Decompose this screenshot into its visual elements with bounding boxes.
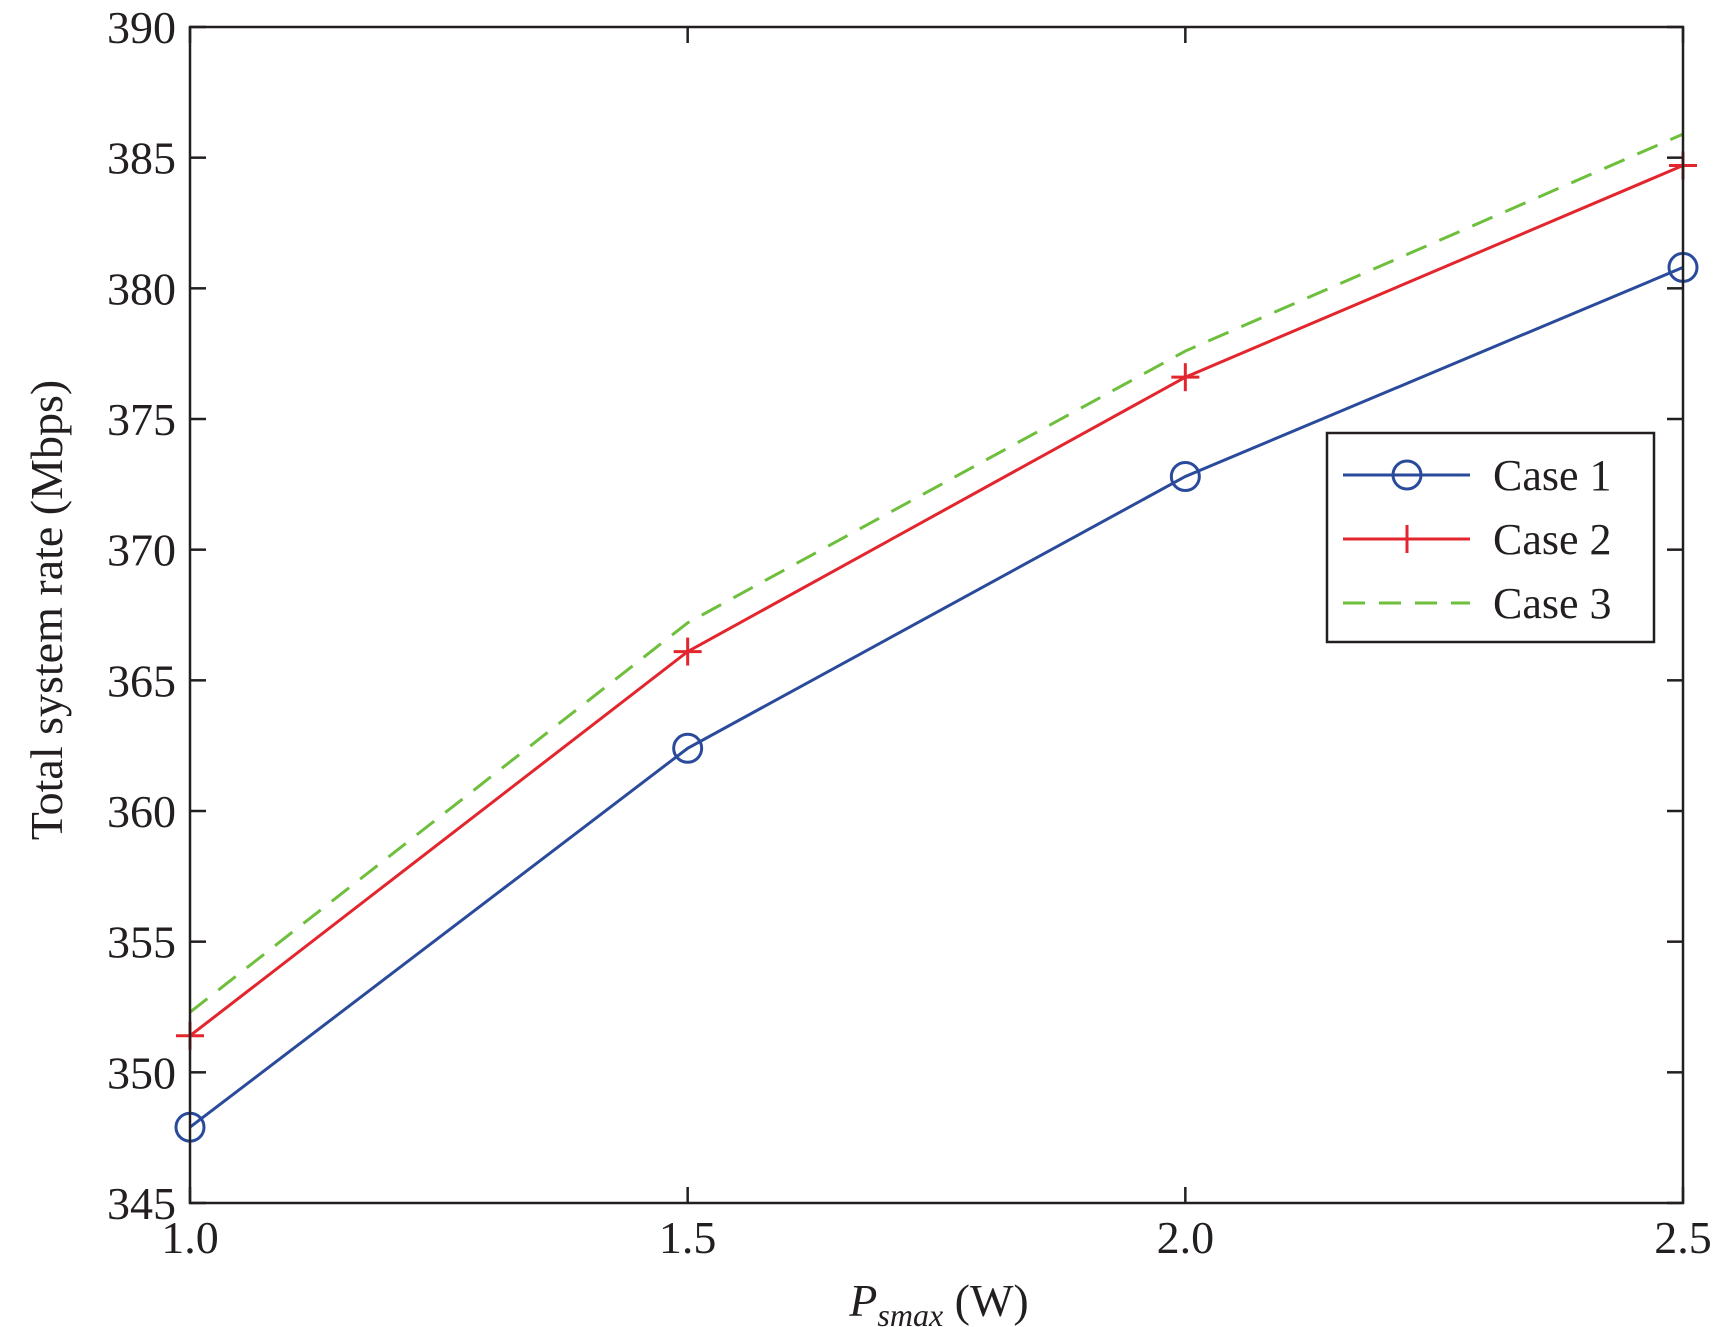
legend-item-case-3: Case 3 [1343, 579, 1612, 628]
x-axis-label-unit: (W) [943, 1275, 1029, 1326]
legend-label: Case 2 [1493, 515, 1612, 564]
series-line-case-2 [189, 164, 1684, 1037]
legend-label: Case 1 [1493, 451, 1612, 500]
data-point-case-2 [1171, 363, 1200, 392]
tick-layer: 1.0 1.5 2.0 2.5 345 350 355 360 365 370 375 380 385 3… [107, 2, 1712, 1263]
y-tick-label: 345 [107, 1178, 176, 1229]
legend-label: Case 3 [1493, 579, 1612, 628]
axes-box [188, 25, 1685, 1205]
data-point-case-1 [672, 732, 704, 764]
x-axis-label-subscript: smax [877, 1297, 943, 1327]
series-case-3 [189, 132, 1684, 1014]
y-tick-label: 370 [107, 525, 176, 576]
x-tick-label: 1.0 [161, 1212, 219, 1263]
y-tick-label: 390 [107, 2, 176, 53]
y-tick-label: 360 [107, 786, 176, 837]
x-tick-label: 1.5 [659, 1212, 717, 1263]
y-tick-label: 355 [107, 917, 176, 968]
axes-frame [188, 25, 1685, 1205]
y-tick-label: 385 [107, 133, 176, 184]
legend-item-case-2: Case 2 [1343, 515, 1612, 564]
x-tick-label: 2.0 [1157, 1212, 1215, 1263]
x-tick-label: 2.5 [1654, 1212, 1712, 1263]
legend-item-case-1: Case 1 [1343, 451, 1612, 500]
y-axis-label: Total system rate (Mbps) [21, 380, 72, 841]
legend-marker [1393, 525, 1421, 553]
y-tick-label: 350 [107, 1047, 176, 1098]
series-line-case-1 [189, 266, 1684, 1129]
data-point-case-2 [673, 637, 702, 666]
y-tick-label: 365 [107, 655, 176, 706]
data-point-case-1 [1169, 460, 1201, 492]
series-case-1 [174, 251, 1699, 1143]
x-axis-label: Psmax (W) [848, 1275, 1028, 1327]
x-axis-label-symbol: P [848, 1275, 877, 1326]
legend: Case 1 Case 2 Case 3 [1325, 431, 1656, 644]
legend-marker [1391, 459, 1423, 491]
series-line-case-3 [189, 132, 1684, 1014]
y-tick-label: 380 [107, 263, 176, 314]
y-tick-label: 375 [107, 394, 176, 445]
